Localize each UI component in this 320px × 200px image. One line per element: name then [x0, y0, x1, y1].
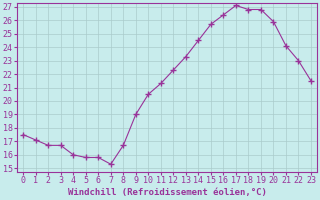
X-axis label: Windchill (Refroidissement éolien,°C): Windchill (Refroidissement éolien,°C)	[68, 188, 267, 197]
